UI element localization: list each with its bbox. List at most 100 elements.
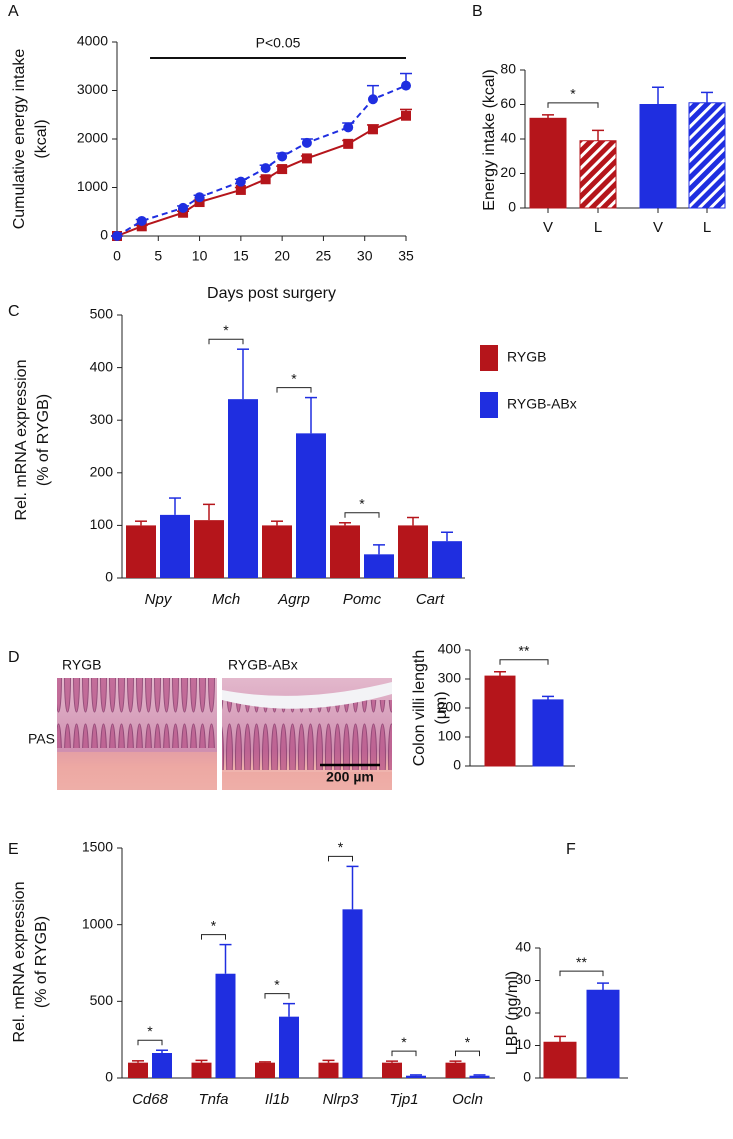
significance-bracket bbox=[137, 1039, 163, 1046]
significance-label: * bbox=[401, 1034, 407, 1050]
y-tick-label: 1000 bbox=[82, 915, 113, 931]
significance-bracket bbox=[208, 338, 244, 345]
marker bbox=[136, 221, 147, 232]
x-tick-label: 0 bbox=[113, 248, 121, 264]
legend-label: RYGB bbox=[507, 349, 546, 365]
x-tick-label: L bbox=[703, 219, 711, 236]
bar bbox=[194, 520, 224, 578]
significance-bracket bbox=[547, 102, 599, 108]
significance-bracket bbox=[328, 855, 353, 862]
significance-bracket bbox=[201, 934, 226, 940]
bar bbox=[364, 554, 394, 578]
marker bbox=[235, 184, 246, 195]
panel-letter: A bbox=[8, 3, 19, 20]
significance-bracket bbox=[344, 512, 380, 518]
bar bbox=[296, 433, 326, 578]
x-tick-label: Il1b bbox=[265, 1091, 289, 1108]
y-axis-title: (% of RYGB) bbox=[33, 916, 50, 1008]
bar bbox=[152, 1053, 172, 1078]
series-line bbox=[116, 84, 407, 237]
y-tick-label: 1000 bbox=[77, 178, 108, 194]
marker bbox=[194, 192, 205, 203]
bar bbox=[432, 541, 462, 578]
y-axis-title: Cumulative energy intake bbox=[11, 49, 28, 230]
bar bbox=[484, 675, 516, 767]
panel-letter: E bbox=[8, 841, 19, 858]
bar bbox=[529, 117, 567, 209]
marker bbox=[260, 163, 271, 174]
bar bbox=[318, 1062, 339, 1078]
bar bbox=[469, 1075, 490, 1078]
marker bbox=[277, 151, 288, 162]
panel-letter: B bbox=[472, 3, 483, 20]
x-tick-label: 35 bbox=[398, 248, 414, 264]
significance-label: * bbox=[338, 839, 344, 855]
y-tick-label: 80 bbox=[500, 61, 516, 77]
y-tick-label: 30 bbox=[515, 971, 531, 987]
bar bbox=[586, 989, 620, 1079]
y-tick-label: 3000 bbox=[77, 81, 108, 97]
y-tick-label: 100 bbox=[90, 516, 114, 532]
marker bbox=[178, 202, 189, 213]
panel-letter: D bbox=[8, 649, 20, 666]
legend-swatch bbox=[480, 345, 498, 371]
marker bbox=[367, 124, 378, 135]
y-tick-label: 0 bbox=[105, 569, 113, 585]
significance-label: ** bbox=[576, 954, 587, 970]
y-tick-label: 0 bbox=[508, 199, 516, 215]
panel-letter: C bbox=[8, 303, 20, 320]
y-axis-title: Colon villi length bbox=[411, 650, 428, 767]
x-tick-label: V bbox=[653, 219, 663, 236]
bar bbox=[445, 1062, 466, 1078]
bar bbox=[215, 973, 236, 1078]
micrograph-rygb-abx bbox=[222, 678, 392, 790]
x-tick-label: 20 bbox=[274, 248, 290, 264]
x-tick-label: Tjp1 bbox=[389, 1091, 418, 1108]
x-tick-label: Npy bbox=[145, 591, 173, 608]
bar bbox=[262, 525, 292, 578]
y-tick-label: 400 bbox=[438, 641, 462, 657]
y-axis-title: (kcal) bbox=[33, 119, 50, 158]
significance-bracket bbox=[276, 387, 312, 393]
marker bbox=[343, 138, 354, 149]
marker bbox=[401, 80, 411, 91]
y-axis-title: Rel. mRNA expression bbox=[13, 360, 30, 521]
x-tick-label: 5 bbox=[154, 248, 162, 264]
marker bbox=[301, 137, 312, 148]
bar bbox=[255, 1062, 275, 1078]
x-tick-label: Mch bbox=[212, 591, 240, 608]
marker bbox=[277, 164, 288, 175]
bar bbox=[532, 699, 564, 767]
significance-label: * bbox=[274, 976, 280, 992]
bar bbox=[228, 399, 258, 578]
annotation-label: P<0.05 bbox=[256, 35, 301, 51]
significance-label: * bbox=[147, 1023, 153, 1039]
x-axis-title: Days post surgery bbox=[207, 285, 336, 302]
y-tick-label: 0 bbox=[453, 757, 461, 773]
bar bbox=[279, 1016, 299, 1078]
y-tick-label: 4000 bbox=[77, 33, 108, 49]
marker bbox=[235, 176, 246, 187]
y-tick-label: 20 bbox=[515, 1004, 531, 1020]
y-tick-label: 20 bbox=[500, 164, 516, 180]
y-axis-title: (µm) bbox=[433, 691, 450, 724]
scale-bar-label: 200 µm bbox=[326, 769, 374, 785]
bar bbox=[688, 102, 726, 209]
y-tick-label: 0 bbox=[105, 1069, 113, 1085]
y-axis-title: Rel. mRNA expression bbox=[11, 882, 28, 1043]
legend-label: RYGB-ABx bbox=[507, 396, 577, 412]
significance-label: * bbox=[223, 322, 229, 338]
significance-label: * bbox=[359, 495, 365, 511]
y-tick-label: 0 bbox=[100, 227, 108, 243]
x-tick-label: 10 bbox=[192, 248, 208, 264]
y-tick-label: 60 bbox=[500, 95, 516, 111]
significance-bracket bbox=[264, 993, 290, 999]
micrograph-label: RYGB-ABx bbox=[228, 657, 298, 673]
panel-letter: F bbox=[566, 841, 576, 858]
x-tick-label: 30 bbox=[357, 248, 373, 264]
y-axis-title: LBP (ng/ml) bbox=[504, 971, 521, 1055]
x-tick-label: L bbox=[594, 219, 602, 236]
y-axis-title: (% of RYGB) bbox=[35, 394, 52, 486]
x-tick-label: 15 bbox=[233, 248, 249, 264]
